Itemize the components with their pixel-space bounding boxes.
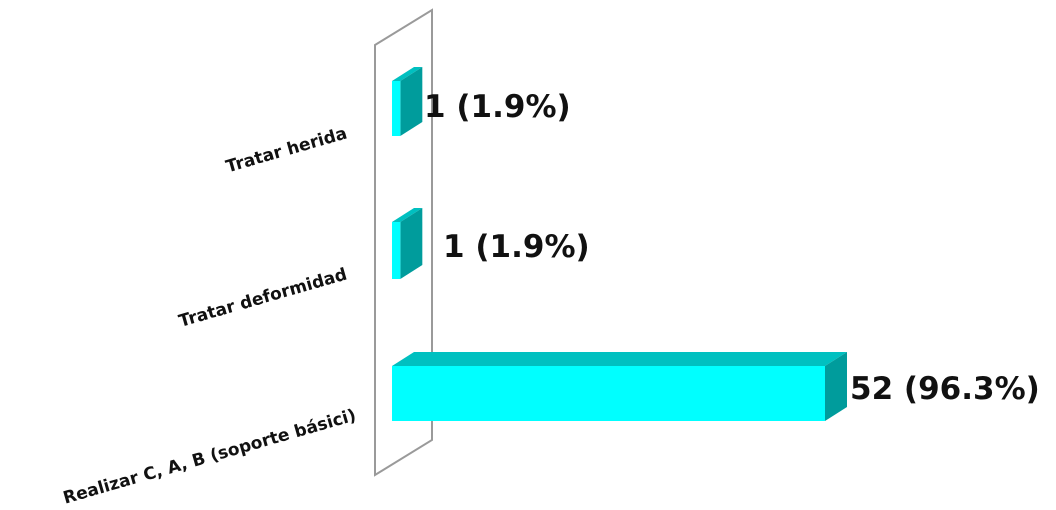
data-labels: 1 (1.9%) 1 (1.9%) 52 (96.3%)	[424, 89, 1040, 407]
bar-front-2	[392, 366, 825, 421]
data-label-0: 1 (1.9%)	[424, 89, 571, 125]
bar-top-1	[392, 208, 423, 222]
bar-side-1	[400, 208, 423, 279]
bar-top-2	[392, 352, 847, 366]
category-labels: Tratar herida Tratar deformidad Realizar…	[61, 124, 358, 509]
category-label-1: Tratar deformidad	[177, 265, 350, 332]
bar-top-0	[392, 67, 423, 81]
bar-0	[392, 67, 423, 136]
bar-1	[392, 208, 423, 279]
bar-front-1	[392, 222, 401, 279]
bar-side-2	[825, 352, 847, 421]
bar-2	[392, 352, 847, 421]
bar-group	[392, 67, 847, 421]
category-label-0: Tratar herida	[224, 124, 350, 178]
bar-side-0	[400, 67, 423, 136]
category-label-2: Realizar C, A, B (soporte básici)	[61, 406, 358, 509]
bar-front-0	[392, 81, 401, 136]
data-label-1: 1 (1.9%)	[443, 229, 590, 265]
data-label-2: 52 (96.3%)	[850, 371, 1040, 407]
